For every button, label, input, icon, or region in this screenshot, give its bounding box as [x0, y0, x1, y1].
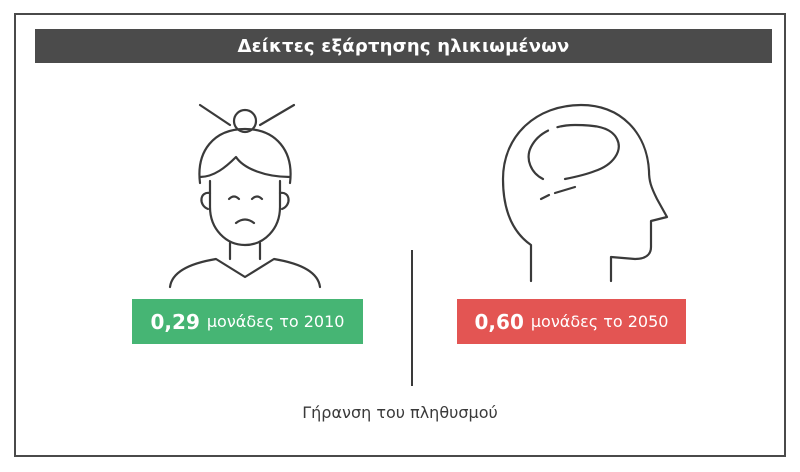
- indicator-label-2050: μονάδες το 2050: [530, 312, 669, 331]
- elderly-woman-icon: [156, 101, 356, 291]
- indicator-badge-2010: 0,29 μονάδες το 2010: [132, 299, 363, 344]
- title-bar: Δείκτες εξάρτησης ηλικιωμένων: [35, 29, 772, 63]
- head-brain-icon: [491, 95, 671, 285]
- infographic-frame: Δείκτες εξάρτησης ηλικιωμένων: [14, 13, 786, 457]
- caption: Γήρανση του πληθυσμού: [302, 403, 498, 422]
- indicator-value-2050: 0,60: [474, 309, 524, 334]
- indicator-badge-2050: 0,60 μονάδες το 2050: [457, 299, 686, 344]
- indicator-value-2010: 0,29: [150, 309, 200, 334]
- page-title: Δείκτες εξάρτησης ηλικιωμένων: [237, 35, 570, 57]
- center-divider: [411, 250, 413, 386]
- indicator-label-2010: μονάδες το 2010: [206, 312, 345, 331]
